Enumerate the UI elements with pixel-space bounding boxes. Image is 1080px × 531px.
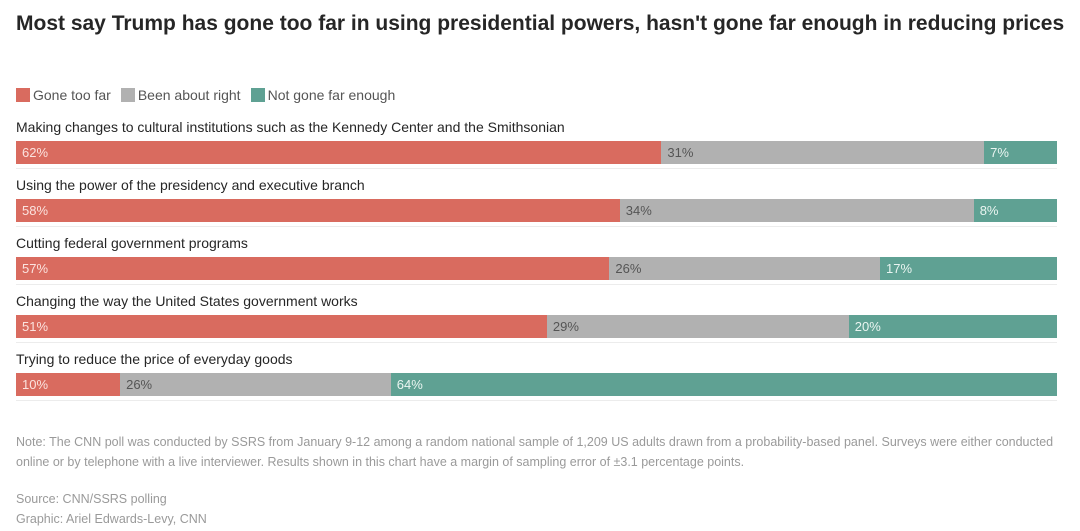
category-label: Cutting federal government programs — [16, 235, 248, 251]
stacked-bar: 51% 29% 20% — [16, 315, 1057, 338]
row-divider — [16, 284, 1057, 285]
data-label: 34% — [625, 203, 652, 218]
legend-swatch — [120, 88, 135, 102]
category-label: Making changes to cultural institutions … — [16, 119, 565, 135]
data-label: 51% — [22, 319, 49, 334]
data-label: 64% — [396, 377, 423, 392]
chart-credit: Graphic: Ariel Edwards-Levy, CNN — [16, 512, 207, 526]
legend: Gone too far Been about right Not gone far… — [16, 87, 405, 103]
data-label: 58% — [22, 203, 49, 218]
bar-segment-not-enough: 20% — [848, 315, 1057, 338]
data-label: 8% — [979, 203, 999, 218]
row-divider — [16, 226, 1057, 227]
legend-item-been-about-right: Been about right — [120, 87, 241, 103]
bar-segment-not-enough: 17% — [880, 257, 1057, 280]
category-label: Changing the way the United States gover… — [16, 293, 358, 309]
row-divider — [16, 168, 1057, 169]
data-label: 10% — [22, 377, 49, 392]
row-divider — [16, 400, 1057, 401]
data-label: 62% — [22, 145, 49, 160]
data-label: 26% — [615, 261, 642, 276]
legend-label: Gone too far — [33, 87, 111, 103]
bar-segment-right: 34% — [619, 199, 974, 222]
bar-segment-too-far: 51% — [16, 315, 547, 338]
category-label: Using the power of the presidency and ex… — [16, 177, 365, 193]
bar-segment-too-far: 58% — [16, 199, 620, 222]
chart-title: Most say Trump has gone too far in using… — [16, 12, 1065, 35]
legend-item-not-gone-far-enough: Not gone far enough — [250, 87, 396, 103]
bar-segment-too-far: 57% — [16, 257, 610, 280]
data-label: 31% — [667, 145, 694, 160]
data-label: 26% — [126, 377, 153, 392]
bar-segment-too-far: 62% — [16, 141, 662, 164]
bar-segment-right: 26% — [120, 373, 391, 396]
stacked-bar: 62% 31% 7% — [16, 141, 1057, 164]
chart-note: Note: The CNN poll was conducted by SSRS… — [16, 435, 1054, 469]
bar-segment-right: 26% — [609, 257, 881, 280]
data-label: 17% — [886, 261, 913, 276]
category-label: Trying to reduce the price of everyday g… — [16, 351, 293, 367]
legend-item-gone-too-far: Gone too far — [16, 87, 111, 103]
data-label: 20% — [854, 319, 881, 334]
chart-source: Source: CNN/SSRS polling — [16, 492, 167, 506]
row-divider — [16, 342, 1057, 343]
bar-segment-right: 29% — [546, 315, 849, 338]
legend-label: Not gone far enough — [267, 87, 396, 103]
bar-segment-not-enough: 7% — [984, 141, 1057, 164]
legend-swatch — [16, 88, 30, 102]
data-label: 7% — [990, 145, 1009, 160]
bar-segment-not-enough: 8% — [973, 199, 1057, 222]
legend-label: Been about right — [137, 87, 241, 103]
bar-segment-right: 31% — [661, 141, 985, 164]
stacked-bar: 58% 34% 8% — [16, 199, 1057, 222]
legend-swatch — [250, 88, 265, 102]
chart-source-block: Source: CNN/SSRS polling Graphic: Ariel … — [16, 489, 207, 529]
data-label: 57% — [22, 261, 49, 276]
stacked-bar: 10% 26% 64% — [16, 373, 1057, 396]
bar-segment-not-enough: 64% — [390, 373, 1057, 396]
stacked-bar: 57% 26% 17% — [16, 257, 1057, 280]
bar-segment-too-far: 10% — [16, 373, 121, 396]
data-label: 29% — [552, 319, 579, 334]
